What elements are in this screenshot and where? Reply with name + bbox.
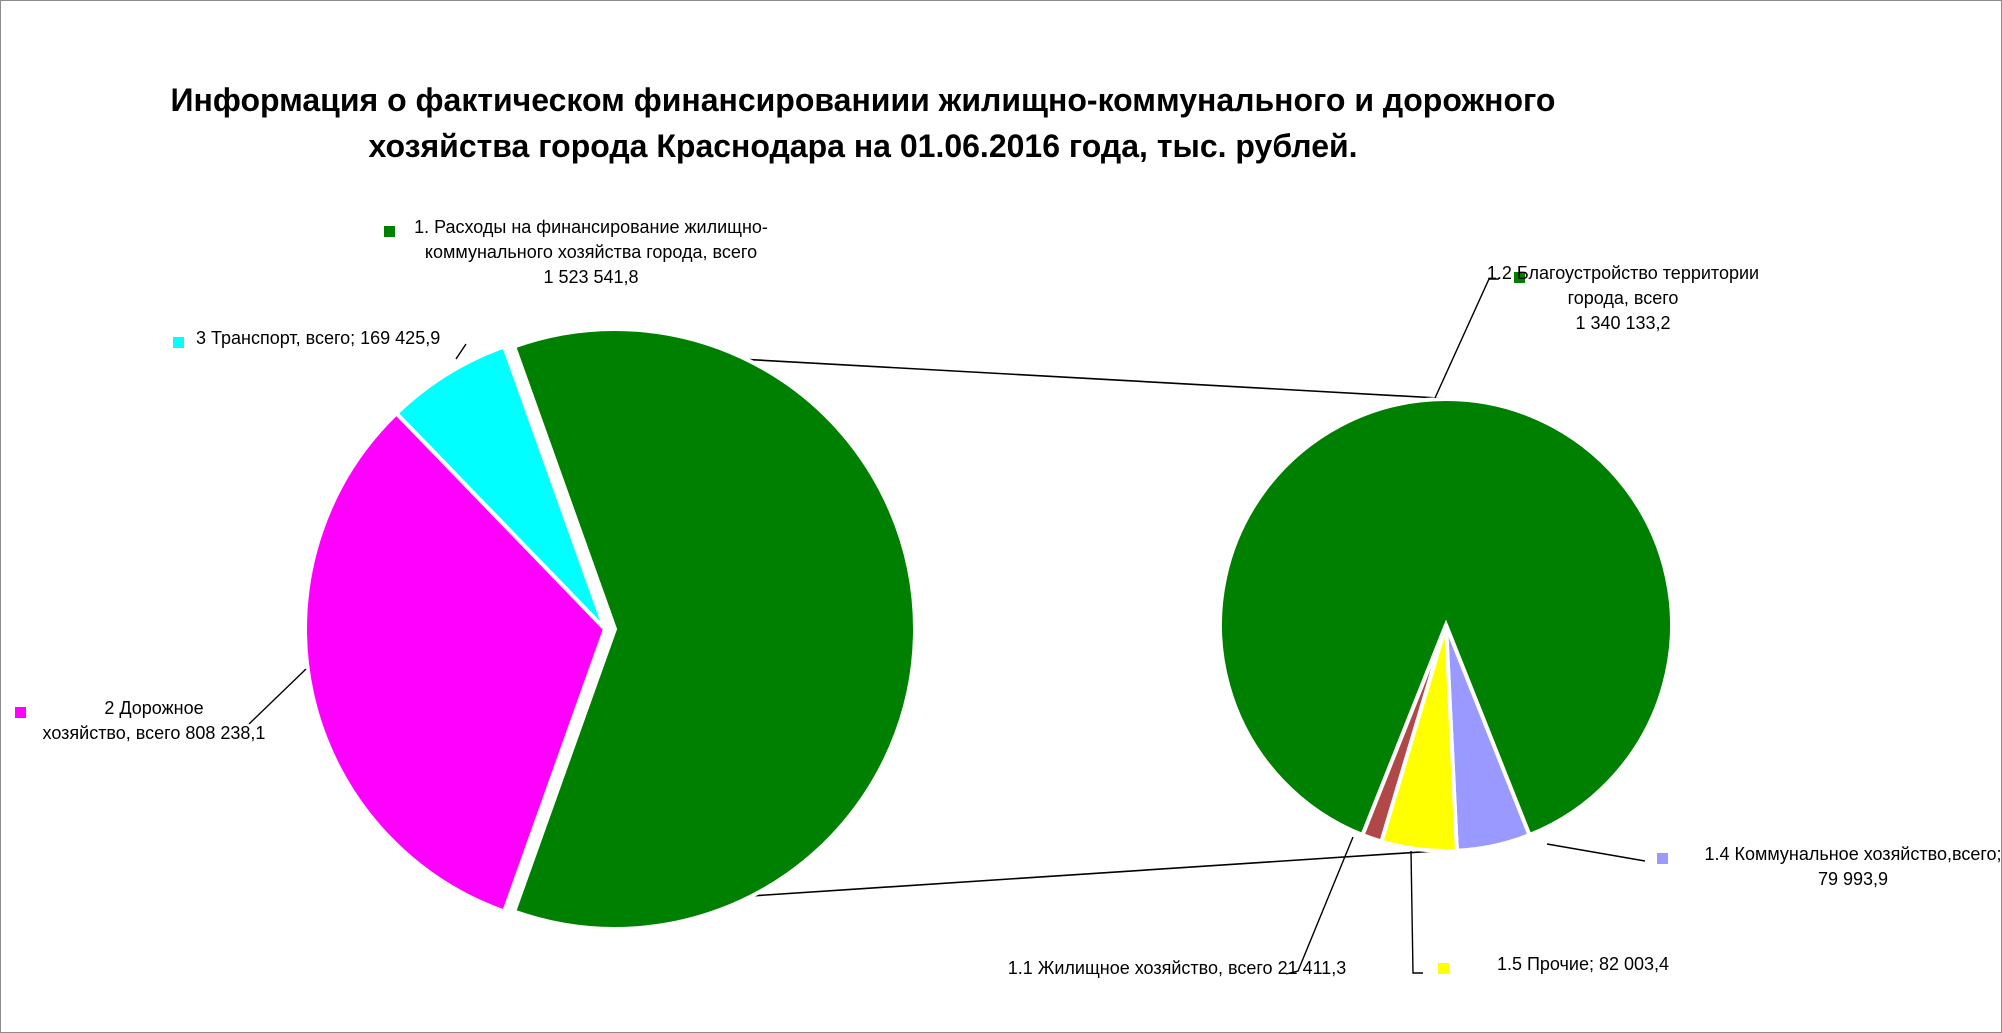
data-label-other-line-1: 1.5 Прочие; 82 003,4 <box>1497 954 1669 974</box>
secondary-pie <box>1218 397 1674 854</box>
label-marker-komm <box>1657 853 1668 864</box>
secondary-slice-blago <box>1218 397 1674 838</box>
data-label-other: 1.5 Прочие; 82 003,4 <box>1497 954 1669 974</box>
label-marker-other <box>1438 963 1449 974</box>
chart-title-line-1: Информация о фактическом финансированиии… <box>171 82 1556 118</box>
leader-line-housing <box>1285 836 1354 975</box>
main-slice-zhkh <box>511 327 918 931</box>
data-label-zhkh-line-1: 1. Расходы на финансирование жилищно- <box>414 217 768 237</box>
data-label-housing: 1.1 Жилищное хозяйство, всего 21 411,3 <box>1008 958 1347 978</box>
data-label-road-line-2: хозяйство, всего 808 238,1 <box>43 723 266 743</box>
data-label-road-line-1: 2 Дорожное <box>104 698 203 718</box>
leader-line-road <box>248 668 307 725</box>
main-slice-transport <box>393 343 607 631</box>
data-labels: 1. Расходы на финансирование жилищно-ком… <box>15 217 2001 978</box>
data-label-blago: 1.2 Благоустройство территории города, вс… <box>1487 263 1759 333</box>
label-marker-road <box>15 707 26 718</box>
leader-line-other <box>1410 850 1423 974</box>
data-label-komm: 1.4 Коммунальное хозяйство,всего; 79 993,… <box>1704 844 2001 889</box>
data-label-zhkh: 1. Расходы на финансирование жилищно-ком… <box>414 217 768 287</box>
data-label-road: 2 Дорожное хозяйство, всего 808 238,1 <box>43 698 266 743</box>
data-label-komm-line-2: 79 993,9 <box>1818 869 1888 889</box>
secondary-slice-housing <box>1359 624 1448 845</box>
leader-line-blago <box>1434 278 1499 399</box>
chart-title-line-2: хозяйства города Краснодара на 01.06.201… <box>368 128 1357 164</box>
data-label-komm-line-1: 1.4 Коммунальное хозяйство,всего; <box>1704 844 2001 864</box>
data-label-zhkh-line-2: коммунального хозяйства города, всего <box>425 242 757 262</box>
main-pie <box>303 327 918 931</box>
data-label-blago-line-3: 1 340 133,2 <box>1575 313 1670 333</box>
data-label-zhkh-line-3: 1 523 541,8 <box>543 267 638 287</box>
leader-line-transport <box>455 343 467 360</box>
data-label-transport: 3 Транспорт, всего; 169 425,9 <box>196 328 440 348</box>
label-marker-zhkh <box>384 226 395 237</box>
label-marker-transport <box>173 337 184 348</box>
data-label-blago-line-2: города, всего <box>1568 288 1679 308</box>
data-label-blago-line-1: 1.2 Благоустройство территории <box>1487 263 1759 283</box>
data-label-housing-line-1: 1.1 Жилищное хозяйство, всего 21 411,3 <box>1008 958 1347 978</box>
leader-line-komm <box>1546 843 1646 862</box>
main-slice-road <box>303 410 608 915</box>
label-marker-blago <box>1514 272 1525 283</box>
data-label-transport-line-1: 3 Транспорт, всего; 169 425,9 <box>196 328 440 348</box>
leader-lines <box>248 278 1646 975</box>
